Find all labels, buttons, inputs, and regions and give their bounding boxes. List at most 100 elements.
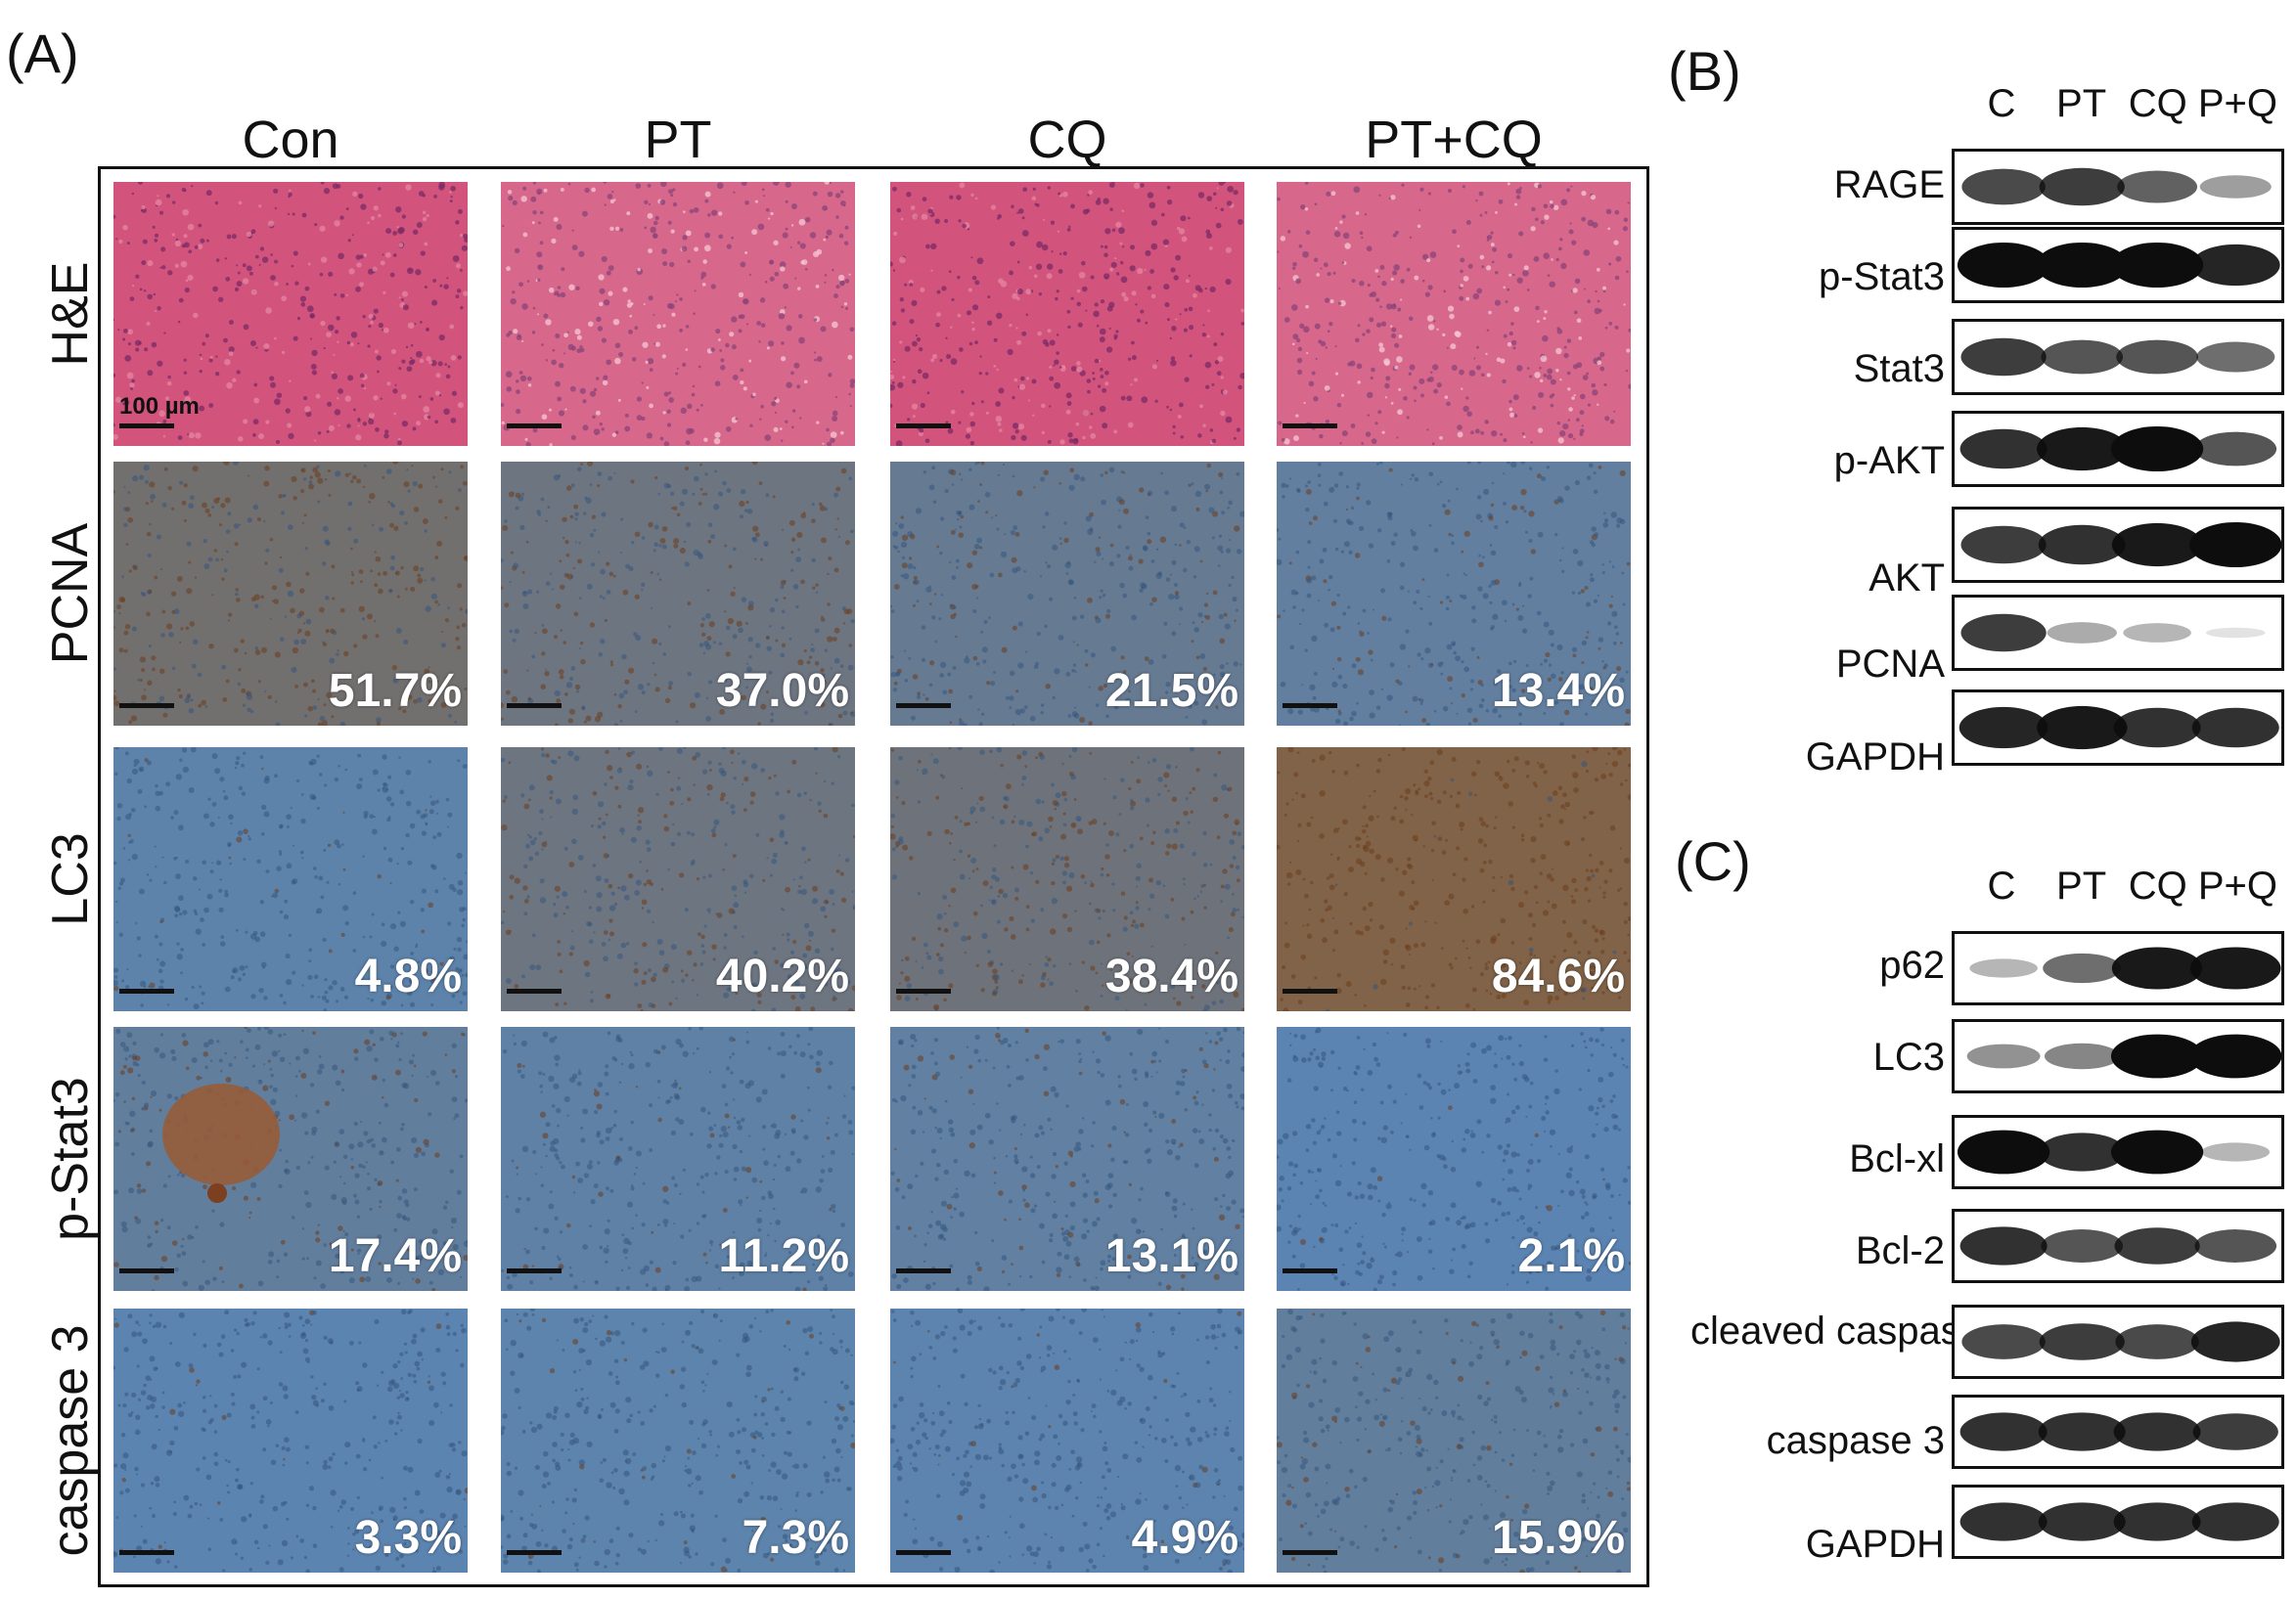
micrograph-image bbox=[113, 1027, 468, 1291]
scale-bar bbox=[119, 1268, 174, 1273]
blot-band bbox=[2123, 623, 2191, 643]
blot-label: p-Stat3 bbox=[1819, 255, 1945, 298]
column-header: PT+CQ bbox=[1365, 111, 1543, 169]
micrograph-image bbox=[1277, 1027, 1631, 1291]
micrograph-tile: 11.2% bbox=[501, 1027, 855, 1291]
micrograph-tile: 2.1% bbox=[1277, 1027, 1631, 1291]
row-label: caspase 3 bbox=[42, 1324, 99, 1557]
blot-band bbox=[2199, 175, 2272, 199]
positive-percentage: 17.4% bbox=[328, 1230, 462, 1282]
micrograph-tile: 38.4% bbox=[890, 747, 1244, 1011]
micrograph-image bbox=[501, 182, 855, 446]
positive-percentage: 13.4% bbox=[1491, 665, 1625, 717]
scale-bar bbox=[507, 1268, 562, 1273]
blot-band bbox=[2191, 707, 2279, 748]
scale-bar bbox=[1283, 703, 1337, 708]
blot-band bbox=[2113, 1412, 2201, 1451]
lane-header: CQ bbox=[2128, 82, 2187, 125]
micrograph-image bbox=[501, 747, 855, 1011]
blot-label: AKT bbox=[1868, 556, 1945, 600]
blot-band bbox=[2205, 627, 2266, 639]
scale-bar bbox=[119, 1550, 174, 1555]
positive-percentage: 15.9% bbox=[1491, 1512, 1625, 1564]
positive-percentage: 4.9% bbox=[1131, 1512, 1238, 1564]
micrograph-tile: 40.2% bbox=[501, 747, 855, 1011]
blot-label: Bcl-xl bbox=[1849, 1137, 1945, 1180]
blot-band bbox=[2189, 521, 2281, 568]
lane-header: C bbox=[1987, 82, 2016, 125]
scale-bar bbox=[507, 423, 562, 428]
blot-band bbox=[2192, 1413, 2278, 1450]
micrograph-image bbox=[113, 1309, 468, 1573]
micrograph-tile bbox=[890, 182, 1244, 446]
blot-image bbox=[1961, 1321, 2280, 1362]
micrograph-image bbox=[1277, 747, 1631, 1011]
blot-label: p62 bbox=[1879, 944, 1945, 987]
positive-percentage: 2.1% bbox=[1517, 1230, 1625, 1282]
micrograph-image bbox=[501, 1027, 855, 1291]
blot-band bbox=[1958, 706, 2048, 749]
blot-band bbox=[2115, 1324, 2199, 1359]
micrograph-tile: 4.8% bbox=[113, 747, 468, 1011]
micrograph-image bbox=[890, 462, 1244, 726]
micrograph-image bbox=[1277, 462, 1631, 726]
micrograph-tile: 13.4% bbox=[1277, 462, 1631, 726]
blot-band bbox=[1969, 958, 2038, 978]
positive-percentage: 13.1% bbox=[1104, 1230, 1238, 1282]
blot-band bbox=[2039, 1323, 2125, 1360]
blot-strip bbox=[1952, 595, 2284, 671]
micrograph-image bbox=[113, 747, 468, 1011]
blot-band bbox=[1957, 242, 2050, 289]
blot-band bbox=[2191, 1502, 2279, 1541]
panel-c-letter: (C) bbox=[1675, 830, 1751, 892]
blot-band bbox=[2036, 705, 2128, 750]
blot-band bbox=[2113, 707, 2201, 748]
blot-band bbox=[2036, 426, 2128, 471]
scale-bar bbox=[1283, 1550, 1337, 1555]
blot-band bbox=[2194, 1229, 2277, 1263]
blot-band bbox=[2041, 1229, 2124, 1263]
micrograph-tile: 13.1% bbox=[890, 1027, 1244, 1291]
blot-band bbox=[1959, 428, 2048, 469]
micrograph-tile: 21.5% bbox=[890, 462, 1244, 726]
row-label: LC3 bbox=[42, 832, 99, 926]
lane-header: PT bbox=[2056, 82, 2107, 125]
micrograph-tile: 7.3% bbox=[501, 1309, 855, 1573]
blot-band bbox=[1959, 1226, 2048, 1266]
blot-band bbox=[2116, 339, 2198, 375]
positive-percentage: 7.3% bbox=[742, 1512, 849, 1564]
scale-bar bbox=[1283, 423, 1337, 428]
micrograph-tile: 3.3% bbox=[113, 1309, 468, 1573]
micrograph-tile: 37.0% bbox=[501, 462, 855, 726]
panel-a-frame bbox=[98, 166, 1649, 1587]
blot-band bbox=[2111, 522, 2203, 567]
micrograph-image bbox=[890, 182, 1244, 446]
scale-bar bbox=[896, 1268, 951, 1273]
blot-label: Bcl-2 bbox=[1855, 1229, 1945, 1272]
lane-header: PT bbox=[2056, 865, 2107, 908]
micrograph-tile bbox=[1277, 182, 1631, 446]
blot-band bbox=[2110, 425, 2204, 472]
blot-band bbox=[2047, 622, 2117, 644]
row-label: PCNA bbox=[42, 522, 99, 665]
positive-percentage: 37.0% bbox=[715, 665, 849, 717]
blot-band bbox=[1966, 1044, 2041, 1069]
micrograph-tile: 84.6% bbox=[1277, 747, 1631, 1011]
blot-band bbox=[1959, 1502, 2048, 1541]
blot-image bbox=[1959, 1226, 2277, 1266]
micrograph-tile: 100 µm bbox=[113, 182, 468, 446]
micrograph-image bbox=[501, 1309, 855, 1573]
micrograph-image bbox=[1277, 182, 1631, 446]
blot-image bbox=[1960, 521, 2281, 568]
micrograph-image bbox=[890, 747, 1244, 1011]
blot-band bbox=[2201, 1142, 2271, 1162]
blot-band bbox=[1959, 1412, 2048, 1451]
micrograph-image bbox=[113, 182, 468, 446]
lane-header: CQ bbox=[2128, 865, 2187, 908]
blot-label: GAPDH bbox=[1805, 735, 1945, 778]
column-header: Con bbox=[242, 111, 339, 169]
scale-bar bbox=[896, 1550, 951, 1555]
blot-strip bbox=[1952, 411, 2284, 487]
column-header: CQ bbox=[1027, 111, 1107, 169]
micrograph-image bbox=[113, 462, 468, 726]
